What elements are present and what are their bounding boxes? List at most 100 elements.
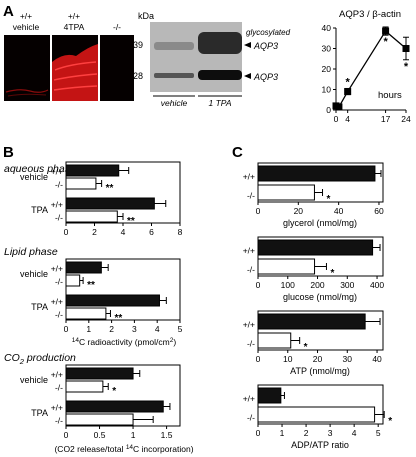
blot-band-glyco-vehicle: [154, 42, 194, 50]
micro-label-treatment-1: vehicle: [13, 22, 40, 32]
group-label: TPA: [31, 302, 48, 312]
x-tick-label: 17: [381, 114, 391, 124]
micrographs: [4, 35, 134, 101]
x-tick-label: 1.5: [161, 430, 173, 440]
x-axis-label: ATP (nmol/mg): [290, 366, 350, 376]
chart-title: aqueous phase: [4, 163, 76, 175]
x-tick-label: 0: [64, 324, 69, 334]
data-point: [382, 27, 390, 35]
b-lipid-chart: +/+vehicle-/- **+/+TPA-/- **0 1 2 3 4 5: [20, 258, 183, 334]
micrograph-ko: [100, 35, 134, 101]
western-blot: kDa 39 28 glycosylated AQP3 AQP3 vehicle…: [133, 11, 291, 108]
x-tick-label: 5: [178, 324, 183, 334]
bar: [257, 258, 316, 275]
bar: [65, 261, 102, 274]
micrograph-labels: +/+ vehicle +/+ 4TPA -/-: [13, 11, 121, 32]
y-tick-label: 0: [326, 105, 331, 115]
group-label: TPA: [31, 205, 48, 215]
genotype-label: -/-: [55, 416, 63, 426]
bar: [257, 406, 376, 423]
x-tick-label: 1: [86, 324, 91, 334]
x-axis-label: ADP/ATP ratio: [291, 440, 349, 450]
bar: [257, 313, 366, 330]
x-tick-label: 4: [345, 114, 350, 124]
y-tick-label: 40: [322, 23, 332, 33]
c-atp-chart: +/+ -/- * 0 10 20 30 40: [243, 310, 384, 364]
significance-marker: **: [114, 313, 122, 324]
group-label: vehicle: [20, 269, 48, 279]
chart-title: Lipid phase: [4, 246, 58, 258]
x-axis-label: hours: [378, 90, 402, 101]
x-tick-label: 40: [334, 206, 344, 216]
x-axis-label: glucose (nmol/mg): [283, 292, 357, 302]
genotype-label: +/+: [243, 172, 255, 182]
y-tick-label: 10: [322, 85, 332, 95]
plot-frame: [65, 258, 181, 321]
micro-label-genotype-3: -/-: [113, 22, 121, 32]
x-tick-label: 24: [401, 114, 411, 124]
x-tick-label: 5: [376, 428, 381, 438]
x-tick-label: 3: [132, 324, 137, 334]
bar: [65, 400, 164, 413]
blot-band-aqp3-vehicle: [154, 73, 194, 78]
x-tick-label: 10: [283, 354, 293, 364]
genotype-label: -/-: [55, 213, 63, 223]
blot-kda-39: 39: [133, 40, 143, 50]
blot-glyco-arrow: [244, 42, 251, 48]
blot-band-aqp3-tpa: [198, 70, 242, 80]
genotype-label: +/+: [51, 167, 63, 177]
plot-frame: [257, 310, 384, 351]
plot-frame: [257, 384, 384, 425]
bar: [65, 307, 107, 320]
blot-lane-group-vehicle: vehicle: [161, 98, 188, 108]
x-tick-label: 2: [304, 428, 309, 438]
genotype-label: -/-: [247, 339, 255, 349]
blot-glyco-label-1: glycosylated: [246, 28, 291, 37]
micro-label-genotype-1: +/+: [20, 11, 32, 21]
x-tick-label: 0: [64, 430, 69, 440]
significance-marker: *: [304, 342, 308, 353]
bar: [65, 274, 81, 287]
x-tick-label: 8: [178, 227, 183, 237]
y-tick-label: 30: [322, 44, 332, 54]
x-tick-label: 2: [92, 227, 97, 237]
significance-marker: **: [127, 216, 135, 227]
panel-letter-a: A: [3, 3, 14, 20]
significance-marker: *: [327, 194, 331, 205]
genotype-label: +/+: [243, 394, 255, 404]
genotype-label: +/+: [51, 264, 63, 274]
c-glycerol-chart: +/+ -/- * 0 20 40 60: [243, 162, 384, 216]
significance-marker: *: [112, 386, 116, 397]
b-co2-chart: +/+vehicle-/- *+/+TPA-/-0 0.5 1 1.5: [20, 364, 181, 440]
significance-marker: **: [87, 280, 95, 291]
x-tick-label: 0: [334, 114, 339, 124]
x-tick-label: 60: [374, 206, 384, 216]
genotype-label: -/-: [55, 180, 63, 190]
x-tick-label: 0: [256, 354, 261, 364]
significance-marker: *: [330, 268, 334, 279]
x-tick-label: 0: [256, 206, 261, 216]
chart-title: CO2 production: [4, 352, 76, 366]
panel-letter-b: B: [3, 144, 14, 161]
chart-title: AQP3 / β-actin: [339, 9, 401, 20]
x-tick-label: 6: [149, 227, 154, 237]
x-axis-label: (CO2 release/total 14C incorporation): [54, 444, 193, 454]
bar: [65, 367, 134, 380]
genotype-label: -/-: [55, 383, 63, 393]
blot-band-glyco-tpa: [198, 32, 242, 54]
x-tick-label: 4: [352, 428, 357, 438]
c-glucose-chart: +/+ -/- * 0 100 200 300 400: [243, 236, 384, 290]
x-tick-label: 100: [281, 280, 295, 290]
x-tick-label: 2: [109, 324, 114, 334]
bar: [257, 184, 315, 201]
c-ratio-chart: +/+ -/- * 0 1 2 3 4 5: [243, 384, 392, 438]
x-tick-label: 20: [313, 354, 323, 364]
x-tick-label: 0: [256, 280, 261, 290]
significance-marker: *: [346, 76, 351, 88]
b-aqueous-chart: +/+vehicle-/- **+/+TPA-/- **0 2 4 6 8: [20, 161, 183, 237]
bar: [257, 239, 374, 256]
x-tick-label: 0: [64, 227, 69, 237]
group-label: vehicle: [20, 172, 48, 182]
group-label: TPA: [31, 408, 48, 418]
x-tick-label: 3: [328, 428, 333, 438]
